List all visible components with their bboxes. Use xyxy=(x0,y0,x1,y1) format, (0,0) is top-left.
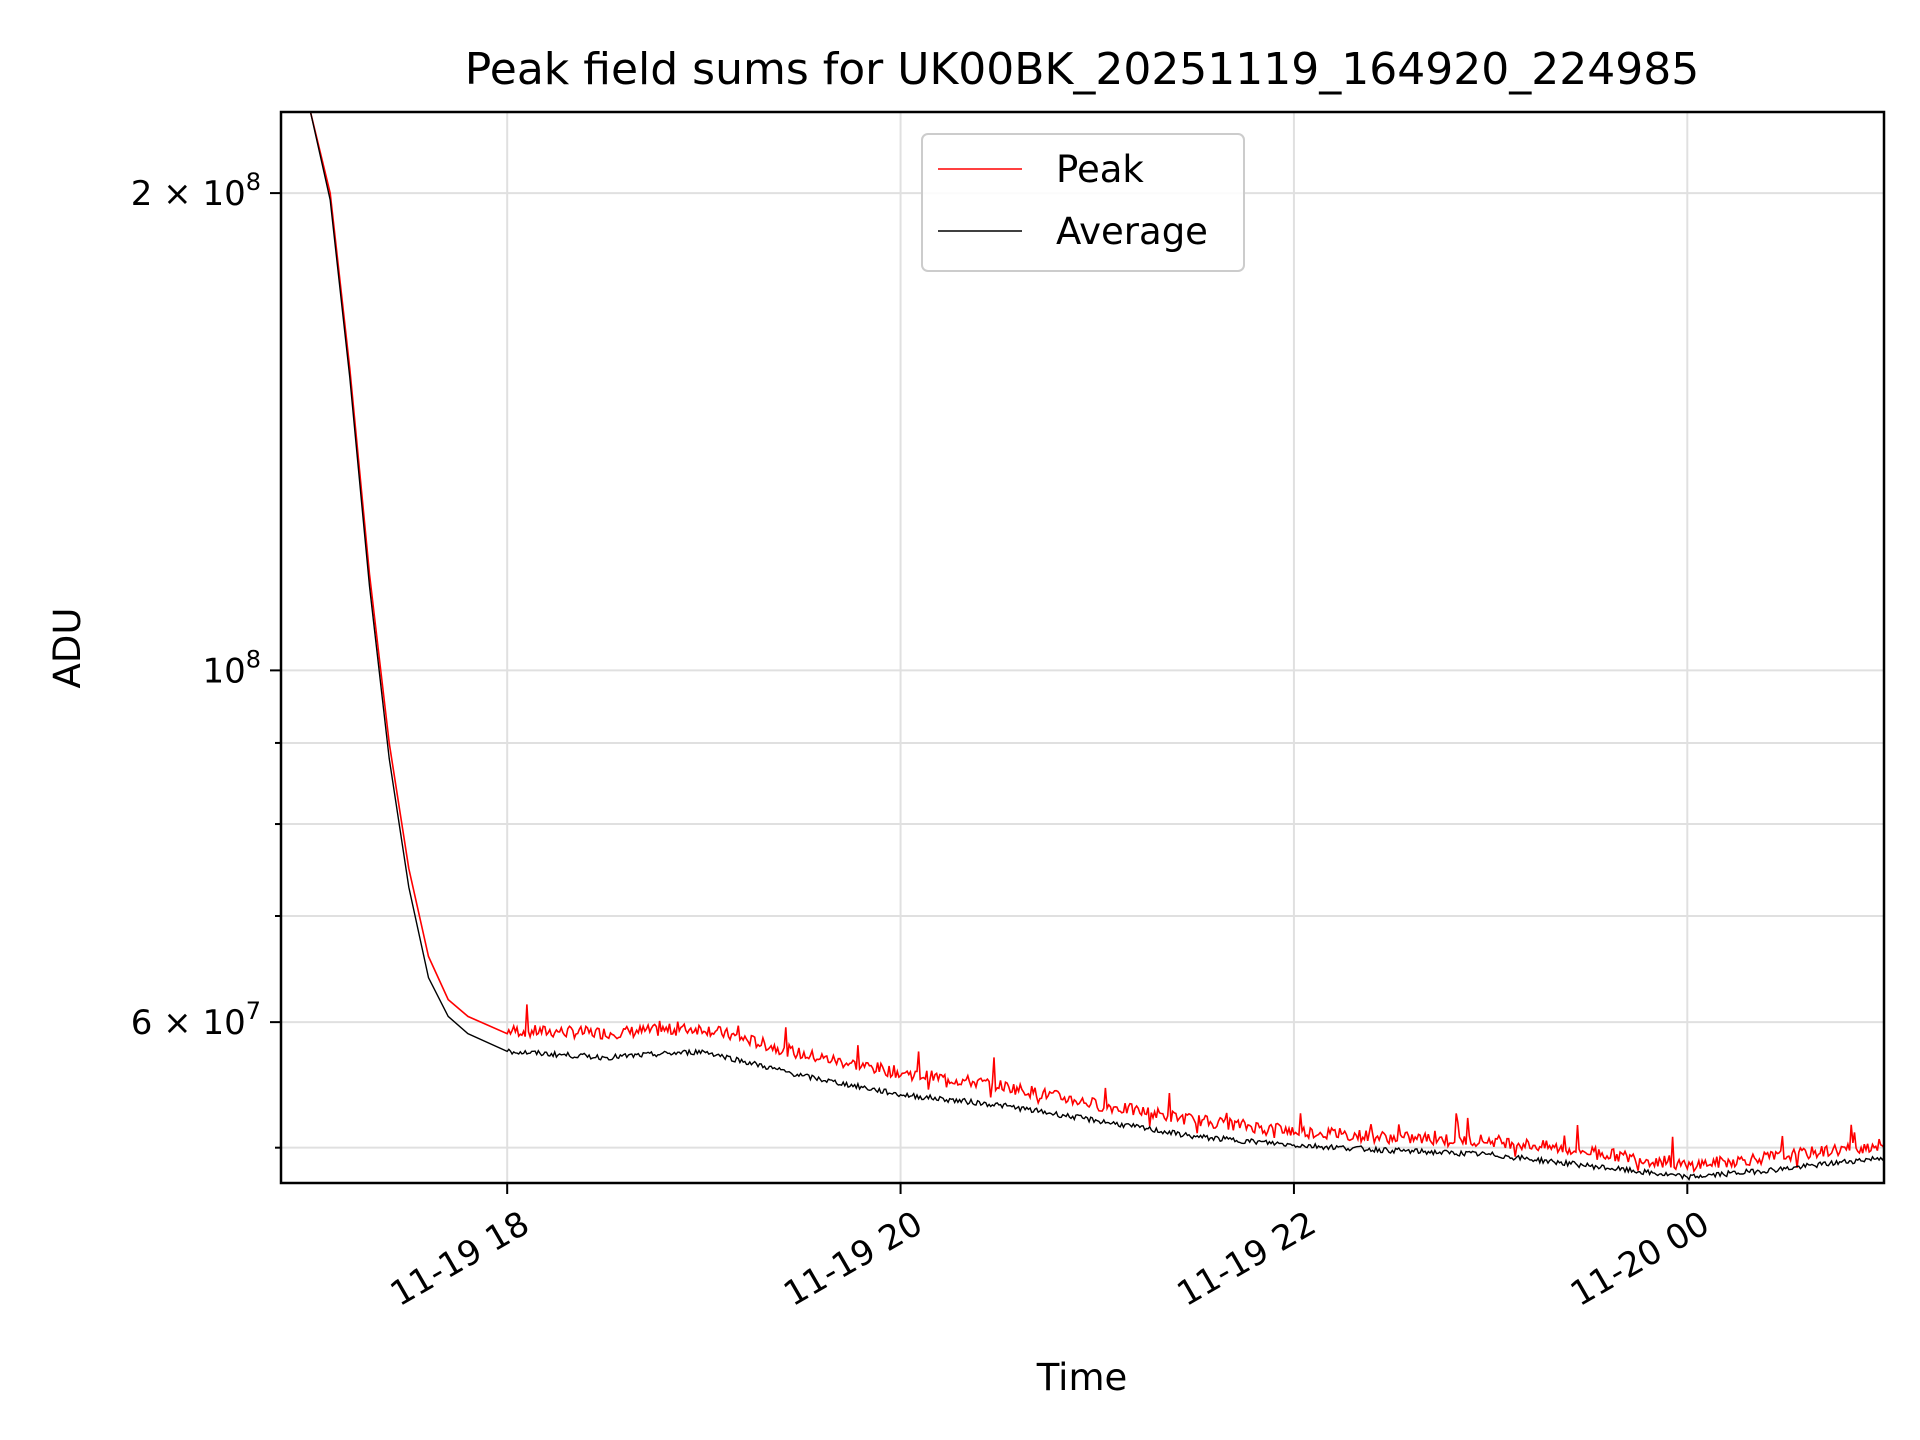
series-layer xyxy=(309,112,1884,1181)
x-tick-label: 11-20 00 xyxy=(1564,1204,1716,1315)
legend-average-label: Average xyxy=(1056,210,1208,253)
x-tick-label: 11-19 18 xyxy=(384,1204,536,1315)
y-axis-label: ADU xyxy=(46,608,89,689)
legend: Peak Average xyxy=(921,133,1245,272)
series-line-peak xyxy=(309,112,1884,1174)
y-tick-label-exponent: 8 xyxy=(246,645,261,673)
series-line-average xyxy=(309,112,1884,1181)
x-axis-label: Time xyxy=(1036,1356,1128,1399)
y-tick-label: 6 × 107 xyxy=(131,997,261,1043)
plot-frame xyxy=(279,110,1886,1185)
y-tick-label-base: 10 xyxy=(202,651,245,691)
y-tick-label-base: 6 × 10 xyxy=(131,1003,246,1043)
y-tick-label-base: 2 × 10 xyxy=(131,174,246,214)
x-tick-label: 11-19 22 xyxy=(1170,1204,1322,1315)
legend-peak-label: Peak xyxy=(1056,148,1144,191)
y-tick-label-exponent: 8 xyxy=(246,168,261,196)
y-tick-label: 108 xyxy=(202,645,261,691)
y-tick-label: 2 × 108 xyxy=(131,168,261,214)
y-tick-label-exponent: 7 xyxy=(246,997,261,1025)
x-tick-label: 11-19 20 xyxy=(777,1204,929,1315)
chart-title: Peak field sums for UK00BK_20251119_1649… xyxy=(465,44,1699,95)
grid-layer xyxy=(281,112,1884,1183)
